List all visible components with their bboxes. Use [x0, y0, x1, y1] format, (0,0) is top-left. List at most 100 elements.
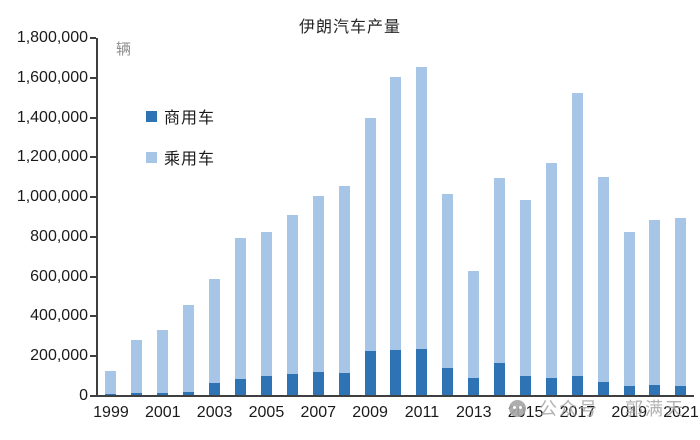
bar-segment-commercial-2011	[416, 348, 428, 395]
bar-2016	[545, 163, 557, 395]
bar-slot-2008	[331, 38, 357, 395]
bar-segment-passenger-2007	[312, 196, 324, 373]
y-tick-label: 1,800,000	[16, 29, 88, 46]
bar-segment-passenger-2005	[260, 231, 272, 377]
bar-segment-passenger-2017	[571, 93, 583, 376]
bar-slot-2002	[176, 38, 202, 395]
x-tick-label-2009: 2009	[352, 404, 388, 421]
bar-2012	[442, 193, 454, 395]
y-tick-label: 200,000	[30, 347, 88, 365]
bar-2002	[183, 304, 195, 395]
bar-segment-commercial-2003	[209, 383, 221, 395]
legend-swatch-commercial	[146, 110, 157, 122]
y-tick-mark	[90, 315, 96, 318]
bar-2020	[649, 220, 661, 395]
bar-segment-commercial-2020	[649, 385, 661, 395]
y-tick-label: 0	[79, 387, 88, 404]
bar-segment-commercial-2002	[183, 392, 195, 395]
y-tick-label: 1,200,000	[16, 148, 88, 166]
bar-segment-passenger-1999	[105, 371, 117, 395]
bar-segment-commercial-2006	[286, 374, 298, 395]
bar-segment-passenger-2006	[286, 215, 298, 375]
bar-slot-2014	[487, 38, 513, 395]
bar-2011	[416, 66, 428, 395]
x-tick-label-2011: 2011	[404, 404, 440, 421]
bar-2017	[571, 93, 583, 395]
x-tick-label-2003: 2003	[196, 404, 233, 421]
x-tick-label-2017: 2017	[559, 404, 596, 421]
bar-slot-2013	[461, 38, 487, 395]
bar-2009	[364, 117, 376, 395]
bar-segment-passenger-2001	[157, 330, 169, 394]
bar-segment-passenger-2011	[416, 66, 428, 349]
bar-slot-2011	[409, 38, 435, 395]
bar-segment-passenger-2018	[597, 177, 609, 383]
bar-2013	[468, 270, 480, 395]
bar-segment-passenger-2012	[442, 193, 454, 368]
y-tick-label: 1,000,000	[16, 188, 88, 206]
bar-segment-passenger-2013	[468, 270, 480, 378]
bar-2018	[597, 177, 609, 395]
bar-slot-2005	[253, 38, 279, 395]
bar-slot-2020	[642, 38, 668, 395]
bar-slot-2019	[616, 38, 642, 395]
bar-segment-passenger-2009	[364, 117, 376, 352]
bar-slot-2016	[538, 38, 564, 395]
bar-slot-2006	[279, 38, 305, 395]
wechat-icon	[509, 399, 526, 417]
bar-segment-commercial-2012	[442, 367, 454, 395]
bar-slot-2010	[383, 38, 409, 395]
y-tick-mark	[90, 275, 96, 278]
bar-2010	[390, 76, 402, 395]
legend-item-passenger: 乘用车	[146, 145, 215, 169]
bar-2019	[623, 231, 635, 395]
bar-segment-passenger-2010	[390, 76, 402, 350]
bar-slot-2015	[513, 38, 539, 395]
bar-slot-1999	[98, 38, 124, 395]
bar-slot-2001	[150, 38, 176, 395]
bar-1999	[105, 371, 117, 395]
bar-segment-passenger-2004	[234, 237, 246, 380]
bar-2006	[286, 215, 298, 395]
bar-segment-commercial-2010	[390, 349, 402, 395]
x-tick-label-2021: 2021	[663, 404, 699, 421]
bar-2000	[131, 339, 143, 395]
bar-segment-commercial-2004	[234, 379, 246, 395]
bar-segment-commercial-2017	[571, 375, 583, 395]
bar-segment-passenger-2020	[649, 220, 661, 386]
bar-slot-2007	[305, 38, 331, 395]
bar-segment-passenger-2021	[675, 218, 687, 387]
y-tick-mark	[90, 196, 96, 199]
bar-segment-passenger-2019	[623, 231, 635, 387]
bar-segment-commercial-2009	[364, 351, 376, 395]
y-tick-label: 1,400,000	[16, 108, 88, 126]
bar-segment-commercial-2005	[260, 376, 272, 395]
bar-segment-commercial-2019	[623, 386, 635, 395]
y-axis-unit-label: 辆	[116, 41, 132, 58]
bar-segment-commercial-2014	[494, 362, 506, 395]
bar-segment-commercial-2008	[338, 372, 350, 395]
bar-slot-2004	[228, 38, 254, 395]
bar-segment-commercial-2000	[131, 393, 143, 395]
bar-slot-2018	[590, 38, 616, 395]
legend-label-commercial: 商用车	[164, 110, 216, 127]
bar-2004	[234, 237, 246, 395]
x-tick-label-2019: 2019	[611, 404, 647, 421]
x-tick-label-2013: 2013	[455, 404, 492, 421]
chart-title: 伊朗汽车产量	[298, 19, 401, 36]
y-tick-mark	[90, 37, 96, 39]
bar-segment-passenger-2008	[338, 185, 350, 373]
bar-2005	[260, 231, 272, 395]
bar-segment-passenger-2002	[183, 304, 195, 393]
bar-segment-passenger-2003	[209, 278, 221, 384]
bar-segment-commercial-2018	[597, 382, 609, 395]
x-tick-label-1999: 1999	[93, 404, 129, 421]
y-tick-label: 800,000	[30, 227, 88, 245]
x-tick-label-2005: 2005	[248, 404, 285, 421]
plot-area	[98, 38, 694, 395]
bar-2007	[312, 196, 324, 395]
y-tick-mark	[90, 156, 96, 159]
x-tick-label-2001: 2001	[144, 404, 181, 421]
y-tick-label: 600,000	[30, 267, 88, 285]
y-tick-mark	[90, 235, 96, 238]
